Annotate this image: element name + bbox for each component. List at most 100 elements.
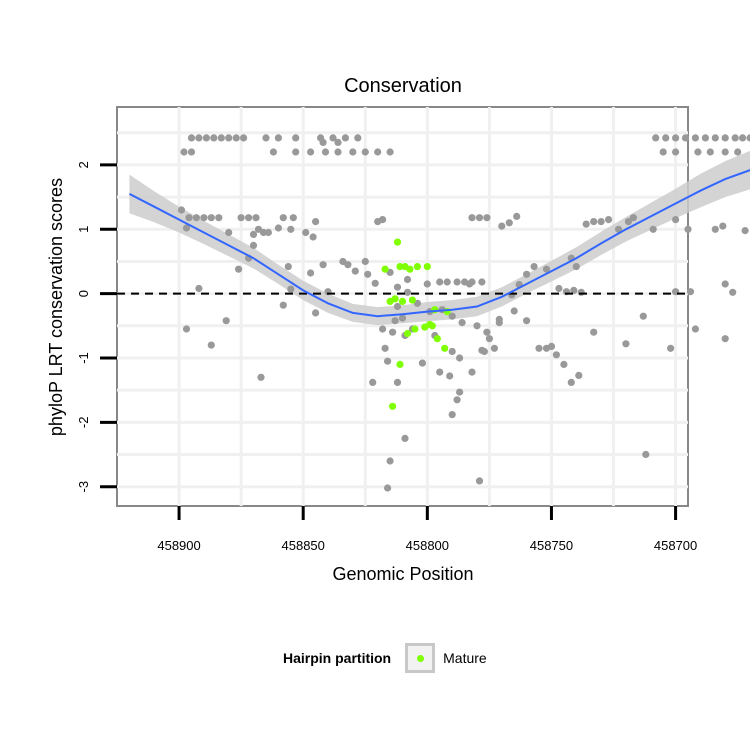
point-other <box>468 214 476 222</box>
x-tick-label: 458700 <box>654 538 697 553</box>
point-other <box>570 286 578 294</box>
point-other <box>384 357 392 365</box>
y-tick-label: 2 <box>76 161 91 168</box>
point-mature <box>381 265 389 273</box>
point-other <box>257 373 265 381</box>
point-other <box>547 342 556 350</box>
point-other <box>741 227 749 235</box>
point-mature <box>433 335 441 343</box>
point-other <box>731 134 739 142</box>
point-other <box>523 270 531 278</box>
point-other <box>393 283 402 291</box>
point-other <box>659 148 667 156</box>
point-other <box>572 263 580 271</box>
point-other <box>351 267 359 275</box>
point-other <box>217 134 225 142</box>
point-other <box>485 335 493 343</box>
point-other <box>321 148 330 156</box>
point-other <box>361 257 369 266</box>
point-other <box>195 284 203 293</box>
x-tick-label: 458800 <box>406 538 449 553</box>
point-other <box>202 134 210 142</box>
y-axis-label: phyloP LRT conservation scores <box>46 178 66 436</box>
point-other <box>490 344 498 352</box>
point-other <box>456 354 464 362</box>
point-mature <box>398 297 407 305</box>
smooth-trend-line <box>128 169 750 318</box>
point-other <box>287 225 295 233</box>
point-other <box>535 344 543 352</box>
chart-title: Conservation <box>344 75 462 97</box>
confidence-band-layer <box>129 150 750 326</box>
point-other <box>195 134 203 142</box>
point-other <box>694 148 702 156</box>
point-other <box>448 411 456 419</box>
point-mature <box>441 344 449 352</box>
point-other <box>510 307 518 315</box>
point-other <box>691 325 700 333</box>
point-other <box>495 319 503 327</box>
point-other <box>701 134 710 142</box>
point-other <box>284 263 292 271</box>
point-other <box>187 134 196 142</box>
y-tick-label: -3 <box>76 481 91 493</box>
point-other <box>691 134 700 142</box>
point-other <box>401 434 409 442</box>
point-other <box>436 278 444 286</box>
legend-title: Hairpin partition <box>283 650 392 666</box>
point-mature <box>428 322 436 330</box>
point-other <box>684 225 692 233</box>
point-other <box>237 214 245 222</box>
point-other <box>483 214 491 222</box>
point-other <box>686 288 695 296</box>
point-other <box>292 134 300 142</box>
point-other <box>177 206 186 214</box>
point-other <box>597 218 605 226</box>
point-other <box>706 148 714 156</box>
point-other <box>302 228 310 237</box>
point-other <box>575 371 583 379</box>
point-other <box>207 341 215 349</box>
point-other <box>624 218 633 226</box>
point-mature <box>396 360 404 368</box>
point-other <box>711 225 719 233</box>
point-other <box>468 368 476 376</box>
point-mature <box>406 265 414 273</box>
point-other <box>523 317 531 325</box>
point-other <box>319 138 327 146</box>
x-axis-label: Genomic Position <box>332 564 473 584</box>
point-other <box>448 312 456 320</box>
point-other <box>662 134 670 142</box>
point-other <box>639 312 647 320</box>
point-other <box>389 328 397 336</box>
point-other <box>734 148 742 156</box>
point-other <box>364 270 372 278</box>
point-mature <box>391 295 399 303</box>
x-tick-label: 458900 <box>157 538 200 553</box>
point-other <box>672 216 680 224</box>
point-other <box>443 278 451 286</box>
point-other <box>269 148 277 156</box>
point-other <box>652 134 660 142</box>
point-other <box>393 302 402 311</box>
point-other <box>192 214 200 222</box>
point-other <box>622 340 630 348</box>
point-other <box>249 241 258 249</box>
point-other <box>354 134 362 142</box>
point-other <box>334 148 342 156</box>
point-other <box>473 322 481 330</box>
point-mature <box>413 263 421 271</box>
point-other <box>235 265 243 273</box>
point-other <box>448 347 456 356</box>
point-other <box>453 396 461 404</box>
point-mature <box>389 402 397 410</box>
point-other <box>456 388 464 396</box>
legend-label-mature: Mature <box>443 650 487 666</box>
point-other <box>629 214 638 222</box>
legend: Hairpin partition Mature <box>283 640 487 676</box>
point-mature <box>411 325 419 333</box>
point-other <box>262 134 270 142</box>
point-mature <box>403 329 412 338</box>
point-other <box>475 477 484 485</box>
